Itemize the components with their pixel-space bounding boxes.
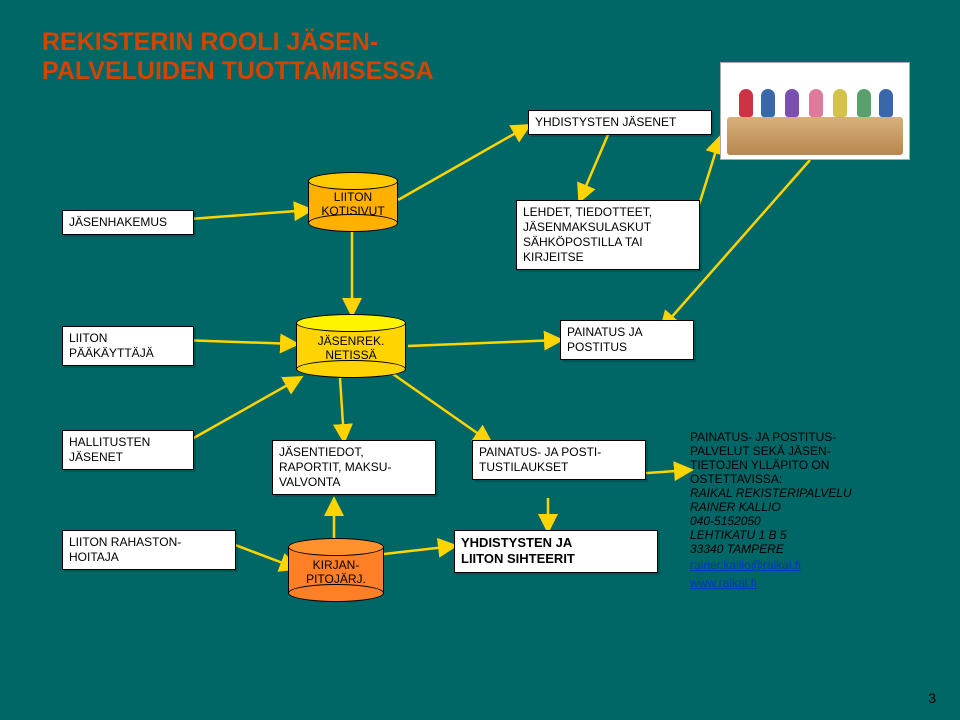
slide-title: REKISTERIN ROOLI JÄSEN-PALVELUIDEN TUOTT… bbox=[42, 28, 434, 86]
page-number: 3 bbox=[928, 690, 936, 706]
box-yhdistysten-sihteerit: YHDISTYSTEN JALIITON SIHTEERIT bbox=[454, 530, 658, 573]
box-liiton-paakayttaja: LIITONPÄÄKÄYTTÄJÄ bbox=[62, 326, 194, 366]
clipart-members bbox=[720, 62, 910, 160]
box-jasentiedot: JÄSENTIEDOT,RAPORTIT, MAKSU-VALVONTA bbox=[272, 440, 436, 495]
box-lehdet: LEHDET, TIEDOTTEET,JÄSENMAKSULASKUTSÄHKÖ… bbox=[516, 200, 700, 270]
box-jasenhakemus: JÄSENHAKEMUS bbox=[62, 210, 194, 235]
slide: REKISTERIN ROOLI JÄSEN-PALVELUIDEN TUOTT… bbox=[0, 0, 960, 720]
box-painatus-postitilaukset: PAINATUS- JA POSTI-TUSTILAUKSET bbox=[472, 440, 646, 480]
cyl-jasenrek: JÄSENREK.NETISSÄ bbox=[296, 314, 406, 378]
service-panel: PAINATUS- JA POSTITUS-PALVELUT SEKÄ JÄSE… bbox=[690, 430, 930, 592]
box-yhdistysten-jasenet: YHDISTYSTEN JÄSENET bbox=[528, 110, 712, 135]
cyl-kirjanpito: KIRJAN-PITOJÄRJ. bbox=[288, 538, 384, 602]
box-liiton-rahastonhoitaja: LIITON RAHASTON-HOITAJA bbox=[62, 530, 236, 570]
cyl-kotisivut: LIITONKOTISIVUT bbox=[308, 172, 398, 232]
box-hallitusten-jasenet: HALLITUSTENJÄSENET bbox=[62, 430, 194, 470]
box-painatus-postitus: PAINATUS JAPOSTITUS bbox=[560, 320, 694, 360]
